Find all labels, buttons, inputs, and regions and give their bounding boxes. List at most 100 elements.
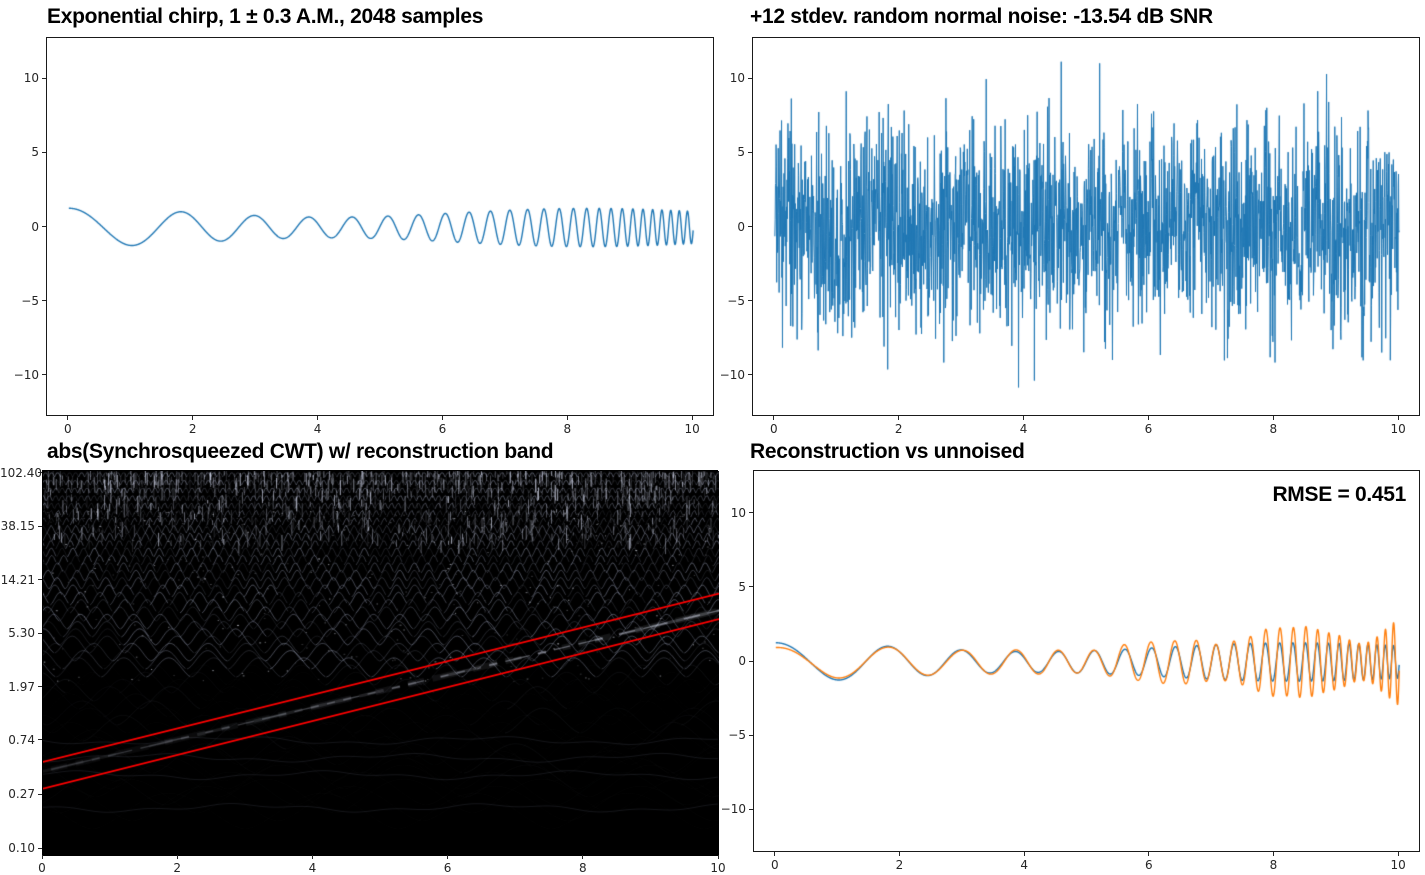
y-tick-mark	[749, 808, 753, 810]
noise-axes	[752, 37, 1420, 416]
x-tick-mark	[898, 852, 900, 856]
x-tick-mark	[176, 855, 178, 859]
x-tick-mark	[898, 416, 900, 420]
x-tick-label: 2	[894, 422, 903, 436]
noise-plot-canvas	[753, 38, 1419, 415]
x-tick-label: 4	[1020, 858, 1028, 872]
y-tick-mark	[42, 374, 46, 376]
y-tick-label: 38.15	[0, 519, 35, 534]
x-tick-label: 4	[308, 861, 317, 875]
x-tick-mark	[582, 855, 584, 859]
x-tick-label: 0	[64, 422, 72, 436]
y-tick-mark	[42, 77, 46, 79]
y-tick-label: 0.74	[8, 732, 35, 747]
x-tick-label: 8	[578, 861, 587, 875]
x-tick-mark	[447, 855, 449, 859]
chirp-plot-canvas	[47, 38, 713, 415]
x-tick-label: 10	[684, 422, 700, 436]
sst-heatmap-canvas	[43, 471, 719, 856]
x-tick-mark	[773, 416, 775, 420]
sst-axes	[42, 470, 719, 856]
x-tick-mark	[1273, 852, 1274, 856]
x-tick-label: 6	[438, 422, 447, 436]
x-tick-label: 10	[1390, 422, 1406, 436]
x-tick-label: 8	[563, 422, 572, 436]
y-tick-label: 10	[23, 71, 39, 86]
y-tick-label: 1.97	[8, 679, 35, 694]
chirp-title: Exponential chirp, 1 ± 0.3 A.M., 2048 sa…	[47, 5, 484, 28]
y-tick-mark	[38, 632, 42, 634]
y-tick-mark	[38, 472, 42, 474]
x-tick-label: 6	[443, 861, 452, 875]
y-tick-label: 0.27	[8, 787, 35, 802]
y-tick-mark	[38, 579, 42, 581]
x-tick-label: 8	[1269, 422, 1278, 436]
x-tick-mark	[1272, 416, 1274, 420]
y-tick-label: 0.10	[8, 841, 35, 856]
x-tick-label: 4	[313, 422, 322, 436]
x-tick-mark	[1023, 416, 1025, 420]
y-tick-label: −10	[719, 367, 745, 382]
y-tick-label: 10	[730, 505, 746, 520]
x-tick-mark	[311, 855, 313, 859]
x-tick-label: 10	[1390, 858, 1406, 872]
recon-axes	[753, 470, 1420, 852]
x-tick-mark	[1397, 416, 1399, 420]
y-tick-mark	[38, 793, 42, 795]
x-tick-label: 2	[173, 861, 182, 875]
y-tick-label: 5	[738, 579, 746, 594]
y-tick-mark	[749, 734, 753, 736]
rmse-annotation: RMSE = 0.451	[1272, 483, 1406, 506]
x-tick-mark	[41, 855, 43, 859]
sst-title: abs(Synchrosqueezed CWT) w/ reconstructi…	[47, 440, 554, 463]
x-tick-mark	[192, 416, 194, 420]
x-tick-label: 4	[1019, 422, 1028, 436]
x-tick-label: 6	[1145, 858, 1153, 872]
x-tick-mark	[1023, 852, 1025, 856]
y-tick-mark	[748, 151, 752, 153]
x-tick-mark	[317, 416, 319, 420]
chirp-axes	[46, 37, 714, 416]
y-tick-mark	[748, 226, 752, 227]
y-tick-label: −5	[21, 293, 39, 308]
y-tick-mark	[749, 586, 753, 588]
x-tick-label: 8	[1269, 858, 1278, 872]
y-tick-label: 14.21	[0, 572, 35, 587]
y-tick-mark	[38, 739, 42, 741]
y-tick-mark	[42, 226, 46, 227]
y-tick-label: 5.30	[8, 626, 35, 641]
x-tick-label: 6	[1144, 422, 1153, 436]
noise-title: +12 stdev. random normal noise: -13.54 d…	[750, 5, 1213, 28]
x-tick-label: 10	[710, 861, 726, 875]
y-tick-label: −5	[728, 728, 746, 743]
y-tick-label: 5	[31, 145, 39, 160]
x-tick-mark	[1147, 416, 1149, 420]
y-tick-label: −5	[727, 293, 745, 308]
x-tick-label: 2	[188, 422, 197, 436]
x-tick-label: 0	[770, 858, 779, 872]
y-tick-label: 102.40	[0, 465, 42, 480]
y-tick-mark	[748, 300, 752, 302]
y-tick-mark	[749, 660, 753, 662]
x-tick-mark	[774, 852, 776, 856]
x-tick-mark	[691, 416, 693, 420]
y-tick-mark	[38, 847, 42, 849]
x-tick-label: 2	[895, 858, 904, 872]
x-tick-mark	[1148, 852, 1150, 856]
x-tick-mark	[67, 416, 69, 420]
y-tick-label: 0	[31, 219, 39, 234]
y-tick-mark	[748, 77, 752, 79]
recon-title: Reconstruction vs unnoised	[750, 440, 1025, 463]
y-tick-mark	[38, 686, 42, 688]
y-tick-mark	[749, 512, 753, 514]
y-tick-label: 10	[729, 71, 745, 86]
y-tick-label: 0	[738, 654, 746, 668]
y-tick-label: 5	[737, 145, 745, 160]
y-tick-label: 0	[737, 219, 745, 234]
y-tick-mark	[748, 374, 752, 376]
x-tick-mark	[717, 855, 719, 859]
y-tick-mark	[42, 300, 46, 302]
y-tick-mark	[42, 151, 46, 153]
x-tick-mark	[1397, 852, 1399, 856]
